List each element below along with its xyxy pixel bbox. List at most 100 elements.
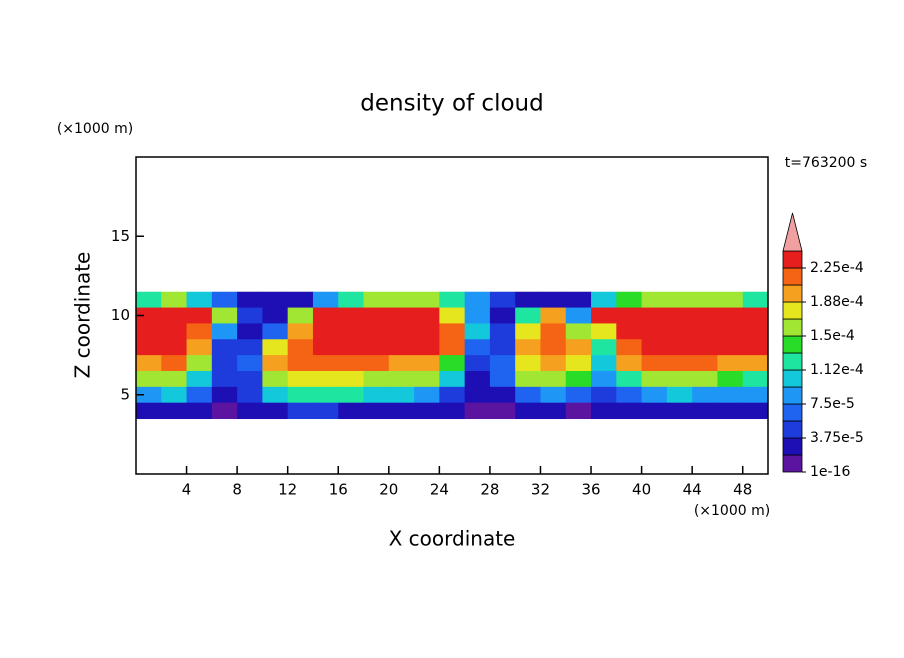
field-cell xyxy=(186,370,213,388)
field-cell xyxy=(641,386,668,404)
x-tick-label: 24 xyxy=(430,481,449,499)
field-cell xyxy=(641,339,668,356)
field-cell xyxy=(464,291,491,309)
field-cell xyxy=(540,386,567,404)
field-cell xyxy=(338,386,365,404)
field-cell xyxy=(666,402,693,420)
colorbar-bin xyxy=(782,352,803,371)
field-cell xyxy=(237,355,263,372)
field-cell xyxy=(312,370,339,388)
field-cell xyxy=(540,370,567,388)
field-cell xyxy=(692,370,718,388)
field-cell xyxy=(666,355,693,372)
field-cell xyxy=(237,339,263,356)
field-cell xyxy=(540,307,567,324)
colorbar-bin xyxy=(782,454,803,473)
field-cell xyxy=(287,402,314,420)
field-cell xyxy=(388,339,415,356)
field-cell xyxy=(439,323,466,340)
colorbar-bin xyxy=(782,420,803,439)
field-cell xyxy=(489,339,516,356)
field-cell xyxy=(363,386,390,404)
x-tick-label: 12 xyxy=(278,481,297,499)
field-cell xyxy=(237,291,263,309)
field-cell xyxy=(439,307,466,324)
field-cell xyxy=(641,291,668,309)
colorbar-bin xyxy=(782,386,803,405)
field-cell xyxy=(439,355,466,372)
field-cell xyxy=(515,323,541,340)
field-cell xyxy=(136,323,162,340)
field-cell xyxy=(237,402,263,420)
field-cell xyxy=(489,291,516,309)
field-cell xyxy=(515,307,541,324)
x-tick-label: 16 xyxy=(329,481,348,499)
field-cell xyxy=(262,339,289,356)
field-cell xyxy=(692,307,718,324)
field-cell xyxy=(312,323,339,340)
y-tick-label: 10 xyxy=(111,306,130,324)
field-cell xyxy=(161,323,188,340)
x-axis-label: X coordinate xyxy=(389,527,516,551)
x-tick-label: 4 xyxy=(182,481,192,499)
field-cell xyxy=(211,386,238,404)
field-cell xyxy=(515,370,541,388)
field-cell xyxy=(136,370,162,388)
field-cell xyxy=(211,370,238,388)
field-cell xyxy=(388,370,415,388)
field-cell xyxy=(742,370,769,388)
field-cell xyxy=(666,386,693,404)
field-cell xyxy=(565,291,592,309)
field-cell xyxy=(186,291,213,309)
x-unit: (×1000 m) xyxy=(694,503,770,519)
field-cell xyxy=(388,386,415,404)
field-cell xyxy=(641,307,668,324)
field-cell xyxy=(565,323,592,340)
colorbar-bin xyxy=(782,284,803,303)
field-cell xyxy=(666,323,693,340)
field-cell xyxy=(464,307,491,324)
field-cell xyxy=(515,339,541,356)
field-cell xyxy=(262,355,289,372)
field-cell xyxy=(363,307,390,324)
field-cell xyxy=(464,339,491,356)
field-cell xyxy=(616,323,643,340)
colorbar-bin xyxy=(782,335,803,354)
field-cell xyxy=(262,386,289,404)
field-cell xyxy=(363,370,390,388)
field-cell xyxy=(136,355,162,372)
field-cell xyxy=(363,291,390,309)
field-cell xyxy=(338,307,365,324)
field-cell xyxy=(591,355,617,372)
field-cell xyxy=(338,291,365,309)
field-cell xyxy=(717,355,744,372)
field-cell xyxy=(717,402,744,420)
field-cell xyxy=(742,291,769,309)
field-cell xyxy=(641,355,668,372)
field-cell xyxy=(388,402,415,420)
field-cell xyxy=(186,402,213,420)
field-cell xyxy=(287,323,314,340)
x-tick-label: 48 xyxy=(733,481,752,499)
field-cell xyxy=(641,323,668,340)
field-cell xyxy=(287,291,314,309)
field-cell xyxy=(237,323,263,340)
field-cell xyxy=(616,307,643,324)
field-cell xyxy=(186,307,213,324)
colorbar-tick-label: 1.88e-4 xyxy=(810,294,864,310)
field-cell xyxy=(211,307,238,324)
field-cell xyxy=(414,386,440,404)
colorbar-bin xyxy=(782,403,803,422)
field-cell xyxy=(161,291,188,309)
field-cell xyxy=(540,291,567,309)
field-cell xyxy=(136,386,162,404)
colorbar-bin xyxy=(782,301,803,320)
field-cell xyxy=(717,370,744,388)
field-cell xyxy=(717,323,744,340)
field-cell xyxy=(666,370,693,388)
field-cell xyxy=(439,370,466,388)
field-cell xyxy=(338,339,365,356)
x-tick-label: 36 xyxy=(581,481,600,499)
field-cell xyxy=(489,323,516,340)
field-cell xyxy=(312,355,339,372)
